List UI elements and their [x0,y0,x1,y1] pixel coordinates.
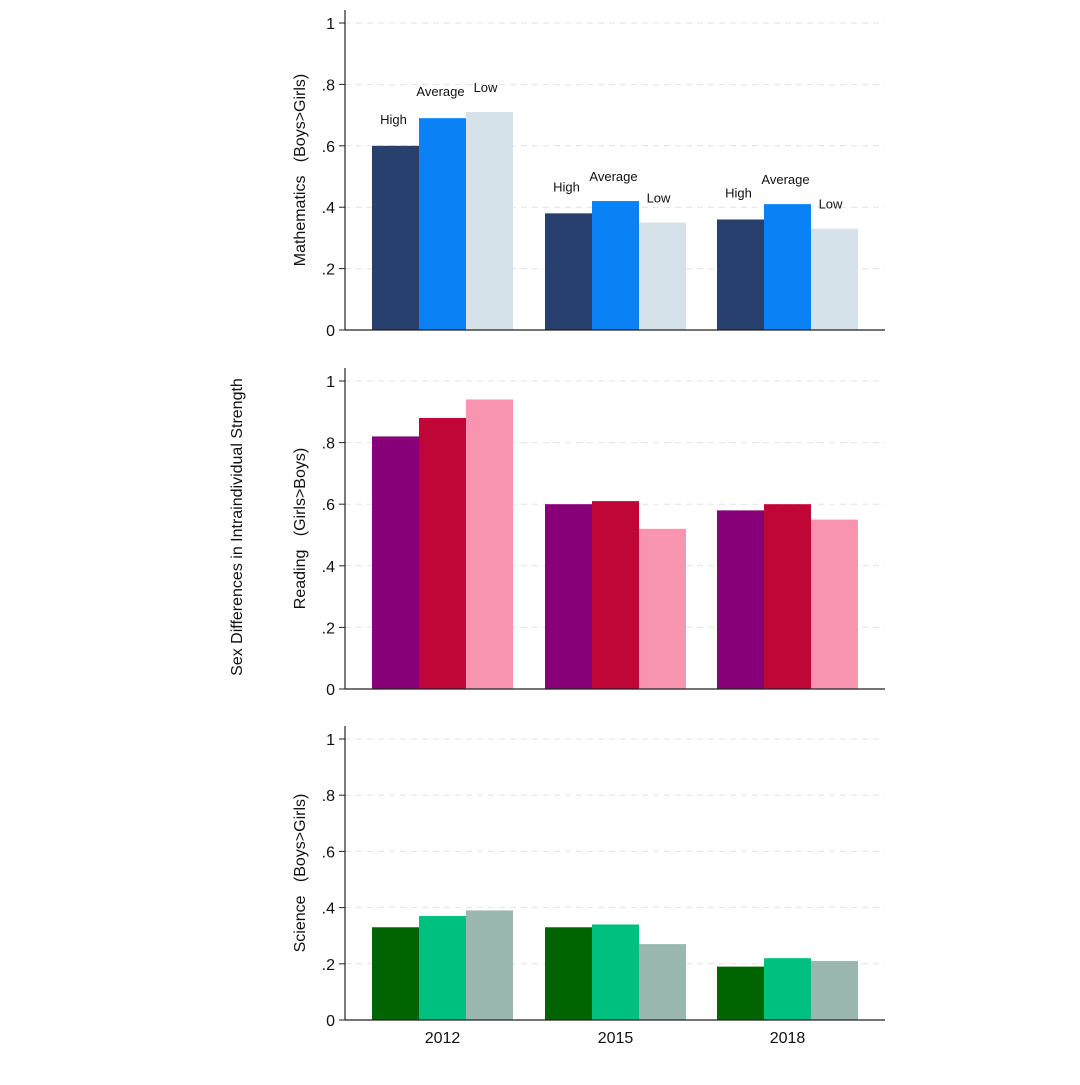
bar-label-high: High [553,179,580,194]
bar-label-average: Average [761,172,809,187]
bar-label-average: Average [589,169,637,184]
bar-label-low: Low [474,80,498,95]
y-tick-label: .2 [322,262,335,279]
bar-series-1-2015 [545,504,592,689]
y-tick-label: 1 [326,374,335,391]
y-tick-label: .4 [322,559,335,576]
bar-low-2018 [811,228,858,330]
y-tick-label: 0 [326,1013,335,1030]
bar-high-2018 [717,219,764,330]
y-axis-title: Reading (Girls>Boys) [292,448,309,609]
bar-average-2012 [419,118,466,330]
bar-average-2018 [764,204,811,330]
bar-series-2-2015 [592,924,639,1020]
y-tick-label: 1 [326,16,335,33]
bar-series-3-2012 [466,910,513,1020]
panel-2: 0 .2 .4 .6 .8 1 Reading (Girls>Boys) [292,368,885,699]
bar-series-3-2015 [639,944,686,1020]
bar-series-2-2012 [419,417,466,689]
y-tick-label: .4 [322,901,335,918]
y-tick-label: .2 [322,957,335,974]
y-tick-label: 0 [326,323,335,340]
x-tick-label: 2015 [598,1030,634,1047]
bar-average-2015 [592,201,639,330]
bar-series-1-2012 [372,927,419,1020]
bar-label-low: Low [819,197,843,212]
panel-1: 0 .2 .4 .6 .8 1 High High High Average Average Aver… [292,10,885,340]
bar-label-low: Low [647,191,671,206]
bar-series-2-2018 [764,958,811,1020]
y-axis-title: Mathematics (Boys>Girls) [292,74,309,266]
y-tick-label: .6 [322,139,335,156]
bar-low-2015 [639,222,686,330]
bar-series-3-2015 [639,528,686,689]
bar-series-1-2015 [545,927,592,1020]
bar-high-2015 [545,213,592,330]
bar-label-high: High [380,112,407,127]
bar-series-3-2012 [466,399,513,689]
bar-series-1-2018 [717,510,764,689]
y-tick-label: .2 [322,620,335,637]
bar-low-2012 [466,112,513,330]
bar-series-1-2012 [372,436,419,689]
y-tick-label: .6 [322,497,335,514]
y-tick-label: .4 [322,200,335,217]
y-tick-label: .6 [322,844,335,861]
y-tick-label: 0 [326,682,335,699]
overall-y-axis-title: Sex Differences in Intraindividual Stren… [229,378,246,676]
bar-series-3-2018 [811,960,858,1020]
y-tick-label: .8 [322,788,335,805]
panel-3: 0 .2 .4 .6 .8 1 Science (Boys>Girls) 2012 2015 20… [292,726,885,1047]
bar-series-3-2018 [811,519,858,689]
bar-series-2-2018 [764,504,811,689]
y-tick-label: .8 [322,436,335,453]
y-axis-title: Science (Boys>Girls) [292,794,309,953]
y-tick-label: 1 [326,732,335,749]
y-tick-label: .8 [322,77,335,94]
bar-high-2012 [372,145,419,330]
bar-label-average: Average [416,84,464,99]
bar-label-high: High [725,185,752,200]
x-tick-label: 2012 [425,1030,461,1047]
x-tick-label: 2018 [770,1030,806,1047]
bar-series-2-2012 [419,916,466,1020]
bar-series-2-2015 [592,501,639,689]
bar-series-1-2018 [717,966,764,1020]
